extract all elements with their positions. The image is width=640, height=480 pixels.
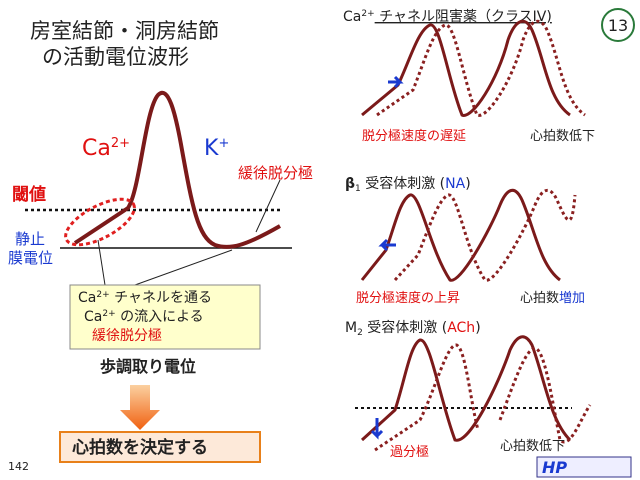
panel-note: 心拍数低下 [530, 129, 595, 144]
waveform [361, 19, 571, 117]
arrow [255, 179, 281, 233]
panel-title: M2 受容体刺激 (ACh) [345, 319, 481, 338]
action-potential [73, 90, 281, 249]
callout-text: 緩徐脱分極 [92, 328, 162, 344]
waveform [360, 189, 561, 282]
ca-label: Ca2+ [82, 136, 130, 161]
logo-text: HP [542, 458, 567, 477]
callout-text: Ca2+ の流入による [84, 309, 204, 325]
logo [536, 456, 632, 478]
page-number: 142 [8, 460, 29, 473]
panel-note: 心拍数低下 [500, 439, 565, 454]
waveform-shifted [376, 19, 586, 117]
slow-label: 緩徐脱分極 [238, 164, 313, 182]
slide-number: 13 [608, 16, 628, 35]
panel-note: 心拍数増加 [520, 291, 585, 306]
resting-label: 膜電位 [8, 249, 53, 267]
waveform [360, 335, 572, 442]
threshold-label: 閾値 [12, 184, 46, 205]
panel-note: 過分極 [390, 444, 429, 460]
panel-note: 脱分極速度の遅延 [362, 128, 466, 144]
panel-title: β1 受容体刺激 (NA) [345, 175, 471, 194]
title-line: 房室結節・洞房結節 [30, 19, 219, 43]
down-arrow [120, 385, 160, 430]
callout-text: Ca2+ チャネルを通る [78, 290, 212, 306]
result-box [59, 431, 261, 463]
arrow [388, 75, 404, 89]
k-label: K+ [204, 136, 229, 161]
arrow [370, 418, 384, 440]
panel-note: 脱分極速度の上昇 [356, 290, 460, 306]
title: 房室結節・洞房結節 の活動電位波形 [30, 19, 219, 69]
highlight [64, 197, 136, 247]
resting-label: 静止 [15, 230, 45, 248]
callout-line [97, 239, 106, 286]
pacemaker-label: 歩調取り電位 [100, 357, 196, 376]
title-line: の活動電位波形 [42, 45, 189, 69]
waveform-shifted [374, 343, 592, 452]
slide-badge [601, 8, 635, 42]
callout-box [69, 284, 261, 350]
result-text: 心拍数を決定する [72, 437, 208, 458]
arrow [378, 238, 396, 252]
panel-title: Ca2+ チャネル阻害薬（クラスIV) [343, 9, 552, 25]
callout-line [134, 249, 233, 286]
waveform-shifted [393, 189, 577, 282]
